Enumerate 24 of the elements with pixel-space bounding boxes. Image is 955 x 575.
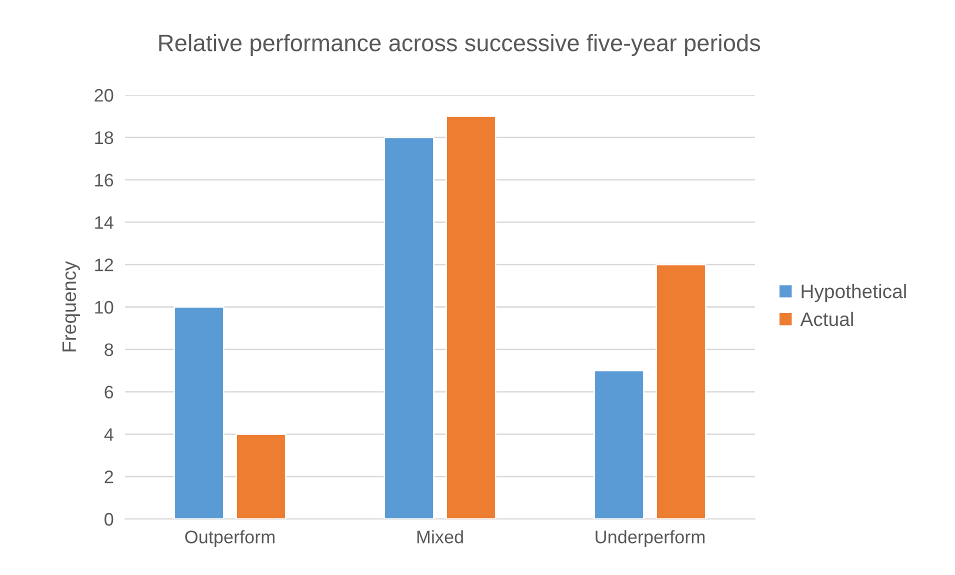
y-axis-title: Frequency <box>62 261 80 352</box>
bar <box>236 434 286 519</box>
legend-label: Actual <box>800 312 853 326</box>
y-tick-label: 12 <box>95 258 113 272</box>
x-tick-label: Outperform <box>185 530 274 547</box>
y-tick-label: 16 <box>95 174 114 187</box>
legend-label: Hypothetical <box>802 284 906 302</box>
y-tick-label: 0 <box>104 512 114 526</box>
y-tick-label: 6 <box>104 386 114 399</box>
bar <box>384 136 434 519</box>
y-tick-label: 10 <box>95 300 114 314</box>
y-tick-label: 8 <box>104 343 114 356</box>
x-tick-label: Mixed <box>417 530 463 544</box>
y-tick-label: 20 <box>94 88 114 102</box>
y-tick-label: 4 <box>104 428 114 441</box>
bar <box>656 264 706 519</box>
bar <box>594 370 644 519</box>
bar <box>446 116 496 519</box>
x-tick-label: Underperform <box>596 530 705 547</box>
bar <box>174 306 224 519</box>
y-tick-label: 18 <box>95 131 114 144</box>
chart-title: Relative performance across successive five-year periods <box>159 34 760 56</box>
y-tick-label: 14 <box>95 216 114 229</box>
y-tick-label: 2 <box>104 470 113 484</box>
